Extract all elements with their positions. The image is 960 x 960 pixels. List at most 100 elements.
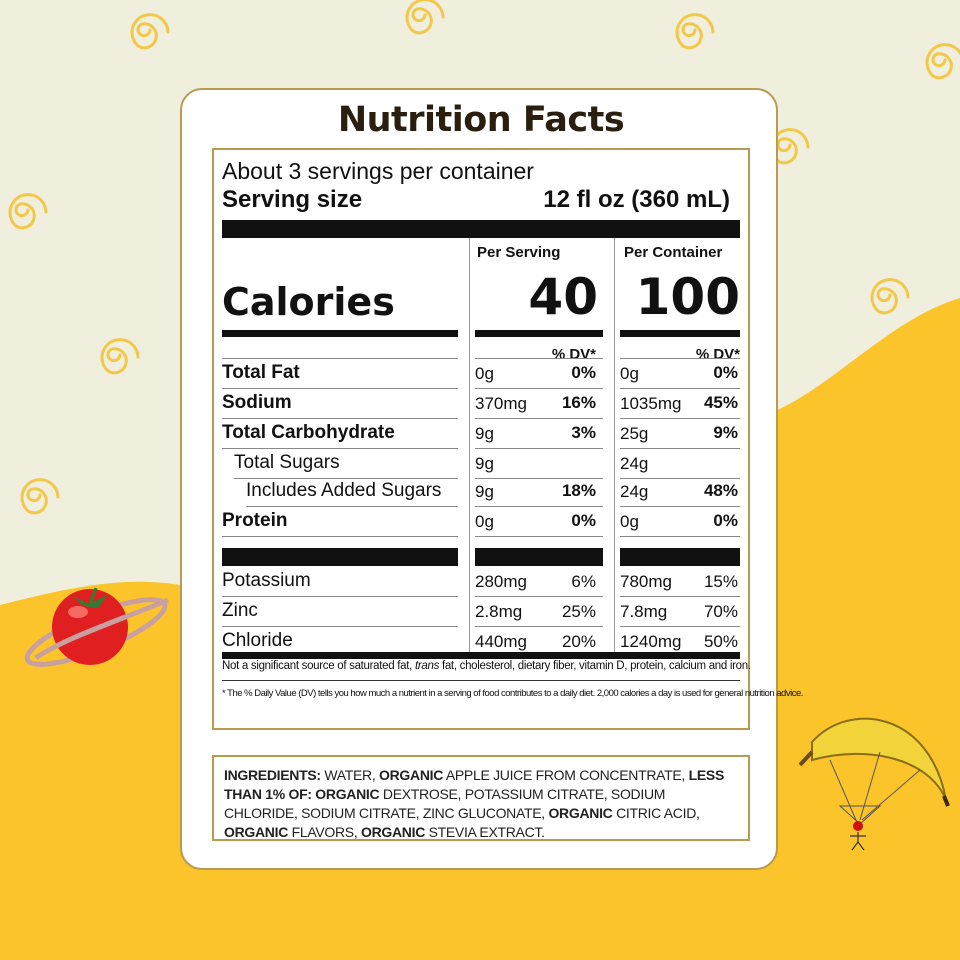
nutrient-serving-amount: 370mg: [475, 394, 527, 413]
thick-rule: [222, 220, 740, 238]
calories-rule: [222, 330, 458, 337]
mineral-container-amount: 7.8mg: [620, 602, 668, 621]
nutrient-name: Total Carbohydrate: [222, 422, 395, 443]
swirl-icon: [20, 478, 60, 515]
nutrient-container-dv: 9%: [713, 423, 738, 442]
nutrient-serving-amount: 0g: [475, 364, 494, 383]
ingredients-part: DEXTROSE, POTASSIUM CITRATE, SODIUM CHLO…: [224, 786, 666, 821]
row-divider: [620, 596, 740, 597]
col-per-serving: Per Serving: [477, 244, 561, 261]
row-divider: [475, 418, 603, 419]
nutrient-serving-amount: 9g: [475, 424, 494, 443]
nutrient-container-amount: 25g: [620, 424, 649, 443]
nutrient-container-dv: 45%: [703, 393, 738, 412]
ingredients-bold-part: LESS THAN 1% OF: ORGANIC: [224, 767, 724, 802]
swirl-icon: [8, 193, 48, 230]
footnote-1a: Not a significant source of saturated fa…: [222, 660, 413, 672]
row-divider: [222, 626, 458, 627]
mineral-serving-dv: 6%: [571, 572, 596, 591]
nutrient-name: Sodium: [222, 392, 292, 413]
swirl-icon: [405, 0, 445, 35]
row-divider: [234, 478, 458, 479]
swirl-icon: [675, 13, 715, 50]
nutrient-serving-dv: 0%: [571, 363, 596, 382]
thick-rule: [620, 548, 740, 566]
nutrient-container-dv: 48%: [703, 481, 738, 500]
swirl-icon: [925, 43, 960, 80]
calories-per-container: 100: [635, 268, 740, 326]
ingredients-part: STEVIA EXTRACT.: [425, 824, 545, 840]
row-divider: [620, 418, 740, 419]
footnote-1b: fat, cholesterol, dietary fiber, vitamin…: [441, 660, 751, 672]
ingredients-part: APPLE JUICE FROM CONCENTRATE,: [443, 767, 689, 783]
nutrition-facts-title: Nutrition Facts: [337, 100, 625, 140]
ingredients-part: WATER,: [324, 767, 380, 783]
row-divider: [475, 536, 603, 537]
ingredients-bold-part: ORGANIC: [379, 767, 444, 783]
row-divider: [222, 536, 458, 537]
mineral-serving-dv: 20%: [561, 632, 596, 651]
mineral-container-amount: 780mg: [620, 572, 672, 591]
row-divider: [620, 626, 740, 627]
row-divider: [620, 506, 740, 507]
nutrient-name: Total Sugars: [234, 452, 340, 473]
ingredients-bold-part: INGREDIENTS:: [224, 767, 325, 783]
row-divider: [222, 448, 458, 449]
row-divider: [475, 596, 603, 597]
nutrient-serving-dv: 16%: [561, 393, 596, 412]
nutrient-serving-amount: 9g: [475, 454, 494, 473]
ingredients-bold-part: ORGANIC: [548, 805, 613, 821]
swirl-icon: [100, 338, 140, 375]
row-divider: [246, 506, 458, 507]
ingredients-bold-part: ORGANIC: [361, 824, 426, 840]
nutrient-serving-dv: 3%: [571, 423, 596, 442]
serving-size-label: Serving size: [222, 186, 363, 213]
mineral-container-amount: 1240mg: [620, 632, 682, 651]
nutrient-serving-amount: 9g: [475, 482, 494, 501]
nutrient-container-amount: 24g: [620, 454, 649, 473]
ingredients-text: INGREDIENTS: WATER, ORGANIC APPLE JUICE …: [224, 767, 724, 840]
nutrient-container-dv: 0%: [713, 363, 738, 382]
footnote-divider: [222, 680, 740, 681]
column-divider: [469, 238, 470, 658]
mineral-container-dv: 70%: [703, 602, 738, 621]
mineral-serving-amount: 440mg: [475, 632, 527, 651]
ingredients-bold-part: ORGANIC: [224, 824, 289, 840]
nutrient-serving-amount: 0g: [475, 512, 494, 531]
mineral-name: Potassium: [222, 570, 311, 591]
dv-header: % DV*: [551, 346, 596, 363]
ingredients-part: CITRIC ACID,: [612, 805, 700, 821]
swirl-icon: [770, 128, 810, 165]
thick-rule: [222, 548, 458, 566]
mineral-serving-amount: 280mg: [475, 572, 527, 591]
row-divider: [475, 448, 603, 449]
row-divider: [475, 388, 603, 389]
footnote-daily-value: * The % Daily Value (DV) tells you how m…: [222, 688, 803, 699]
calories-rule: [475, 330, 603, 337]
row-divider: [620, 388, 740, 389]
row-divider: [620, 478, 740, 479]
mineral-serving-amount: 2.8mg: [475, 602, 523, 621]
row-divider: [475, 506, 603, 507]
label-card: Nutrition Facts About 3 servings per con…: [180, 88, 803, 870]
bottom-rule: [222, 652, 740, 659]
calories-label: Calories: [222, 280, 395, 324]
nutrient-serving-dv: 0%: [571, 511, 596, 530]
footnote-trans: trans: [414, 660, 440, 672]
nutrition-panel: About 3 servings per container Serving s…: [212, 148, 803, 730]
banana-parachute-icon: [798, 717, 950, 851]
mineral-serving-dv: 25%: [561, 602, 596, 621]
row-divider: [475, 358, 603, 359]
row-divider: [475, 626, 603, 627]
nutrient-name: Total Fat: [222, 362, 300, 383]
footnote-significant-source: Not a significant source of saturated fa…: [222, 660, 751, 672]
row-divider: [475, 478, 603, 479]
row-divider: [620, 448, 740, 449]
servings-per-container: About 3 servings per container: [222, 158, 534, 184]
row-divider: [620, 536, 740, 537]
calories-rule: [620, 330, 740, 337]
nutrient-container-amount: 24g: [620, 482, 649, 501]
serving-size-value: 12 fl oz (360 mL): [543, 186, 730, 213]
mineral-container-dv: 50%: [703, 632, 738, 651]
tomato-planet-icon: [24, 587, 169, 667]
